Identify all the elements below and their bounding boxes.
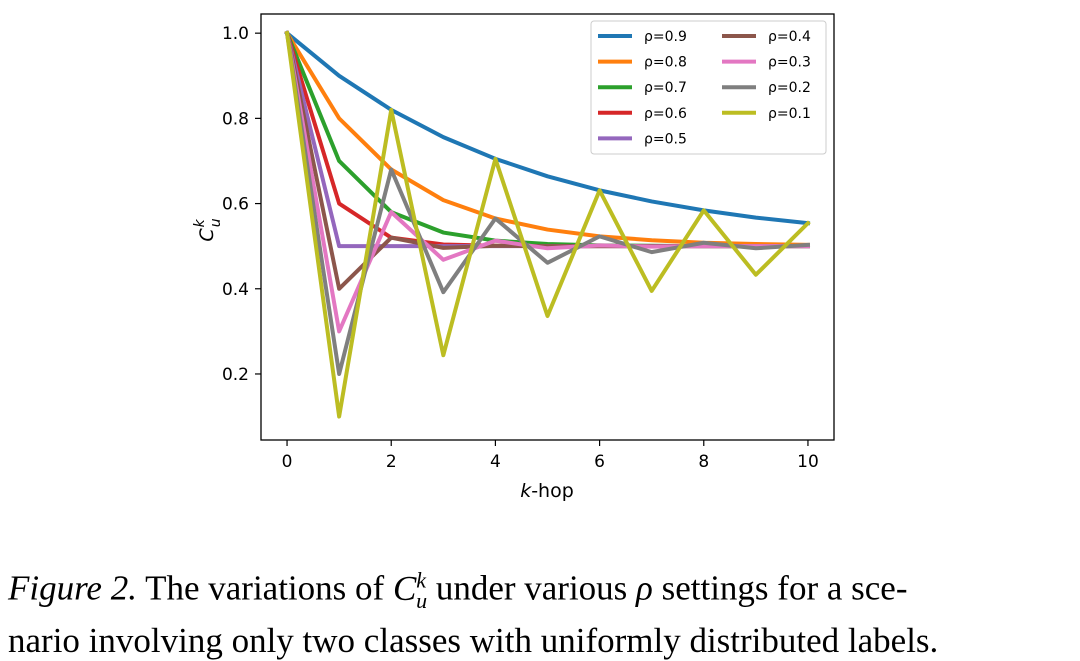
y-tick-label: 0.2: [222, 365, 249, 385]
x-tick-label: 4: [490, 452, 501, 472]
x-axis-label: k-hop: [520, 480, 574, 502]
caption-figure-label: Figure 2.: [8, 568, 137, 608]
x-tick-label: 10: [797, 452, 819, 472]
legend-frame: [590, 20, 827, 155]
x-axis-ticks: 0 2 4 6 8 10: [282, 440, 819, 472]
svg-text:Cku: Cku: [192, 218, 224, 241]
legend-label: ρ=0.6: [644, 106, 687, 122]
x-tick-label: 6: [594, 452, 605, 472]
figure-caption: Figure 2. The variations of Cku under va…: [8, 560, 1076, 661]
caption-line-2: nario involving only two classes with un…: [8, 620, 939, 660]
y-axis-label: Cku: [192, 218, 224, 241]
legend-label: ρ=0.5: [644, 131, 687, 147]
chart: 0 2 4 6 8 10 0.20.40.60.81.0 k-hop Cku ρ=0.9ρ…: [192, 13, 835, 502]
caption-rho: ρ: [636, 568, 653, 608]
y-tick-label: 0.4: [222, 280, 249, 300]
x-tick-label: 8: [698, 452, 709, 472]
caption-text-1: The variations of: [145, 568, 385, 608]
caption-text-3: settings for a sce-: [661, 568, 908, 608]
legend-label: ρ=0.7: [644, 80, 687, 96]
x-tick-label: 0: [282, 452, 293, 472]
caption-symbol: Cku: [392, 567, 428, 613]
series-lines: [284, 30, 811, 419]
y-axis-ticks: 0.2 0.4 0.6 0.8 1.0: [222, 24, 261, 385]
series-line-rho-0.1: [284, 30, 811, 419]
legend-label: ρ=0.3: [768, 55, 811, 71]
y-tick-label: 0.8: [222, 109, 249, 129]
legend-label: ρ=0.1: [768, 106, 811, 122]
legend-label: ρ=0.2: [768, 80, 811, 96]
x-tick-label: 2: [386, 452, 397, 472]
series-line-rho-0.2: [284, 30, 811, 376]
plot-frame: [260, 13, 835, 441]
y-tick-label: 1.0: [222, 24, 249, 44]
legend-label: ρ=0.9: [644, 29, 687, 45]
y-tick-label: 0.6: [222, 195, 249, 215]
caption-text-2: under various: [435, 568, 628, 608]
legend: ρ=0.9 ρ=0.8 ρ=0.7 ρ=0.6 ρ=0.5 ρ=0.4 ρ=0.3 ρ=0.2…: [590, 20, 827, 155]
series-line-rho-0.9: [284, 30, 811, 226]
legend-label: ρ=0.8: [644, 55, 687, 71]
legend-label: ρ=0.4: [768, 29, 811, 45]
